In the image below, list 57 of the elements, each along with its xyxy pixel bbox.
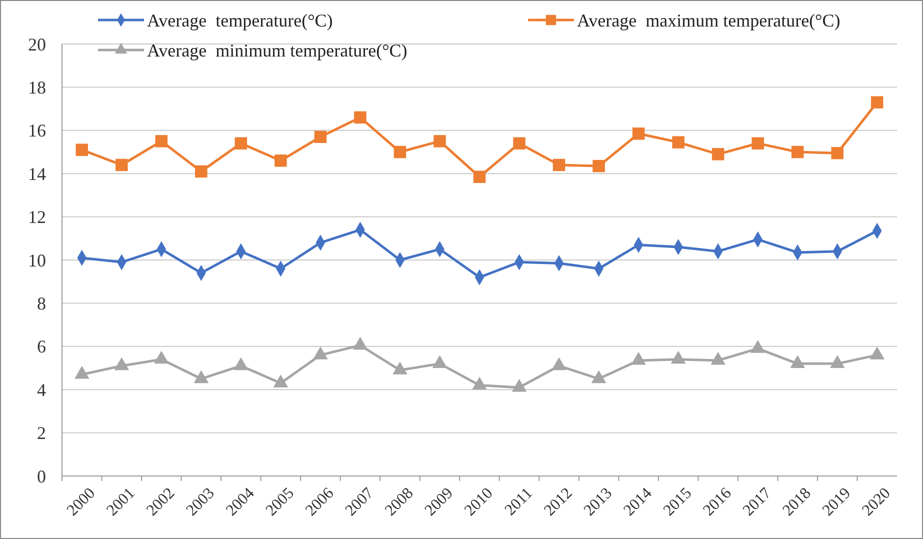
point [313, 346, 328, 360]
point [830, 355, 845, 368]
y-tick-label: 2 [37, 423, 46, 444]
point [234, 137, 248, 150]
point [195, 165, 208, 178]
point [155, 135, 168, 148]
y-tick-label: 0 [37, 466, 46, 486]
y-tick-label: 6 [37, 336, 46, 357]
point [354, 111, 366, 124]
y-tick-label: 10 [28, 250, 46, 270]
point [791, 146, 804, 158]
point [513, 137, 526, 150]
point [392, 362, 408, 374]
point [234, 357, 248, 370]
point [273, 374, 288, 388]
y-tick-label: 8 [37, 294, 46, 314]
y-tick-label: 16 [28, 120, 46, 141]
y-tick-label: 12 [28, 207, 46, 228]
point [274, 154, 287, 167]
legend-label: Average minimum temperature(°C) [147, 40, 408, 60]
point [512, 378, 527, 392]
point [831, 146, 844, 160]
point [712, 148, 724, 160]
point [116, 158, 128, 172]
point [314, 130, 327, 144]
point [790, 355, 805, 368]
point [631, 352, 646, 365]
point [154, 350, 169, 364]
point [472, 376, 487, 390]
point [552, 357, 566, 370]
point [114, 357, 130, 370]
point [591, 370, 606, 384]
point [870, 346, 885, 360]
legend-label: Average maximum temperature(°C) [577, 10, 840, 30]
point [672, 136, 684, 148]
point [592, 160, 605, 172]
legend-label: Average temperature(°C) [147, 10, 333, 30]
point [76, 144, 88, 156]
y-tick-label: 4 [37, 380, 46, 400]
point [750, 340, 766, 353]
point [473, 170, 486, 183]
point [552, 158, 566, 172]
point [434, 135, 446, 148]
point [870, 96, 884, 108]
point [194, 370, 209, 384]
y-tick-label: 18 [28, 78, 46, 98]
point [670, 350, 686, 364]
y-tick-label: 20 [28, 34, 46, 54]
point [432, 355, 448, 368]
point [394, 146, 406, 158]
point [710, 352, 726, 365]
point [752, 137, 764, 150]
point [74, 366, 90, 379]
x-tick-label: 2011 [502, 484, 536, 519]
point [352, 336, 368, 350]
y-tick-label: 14 [28, 164, 46, 184]
point [632, 128, 645, 140]
